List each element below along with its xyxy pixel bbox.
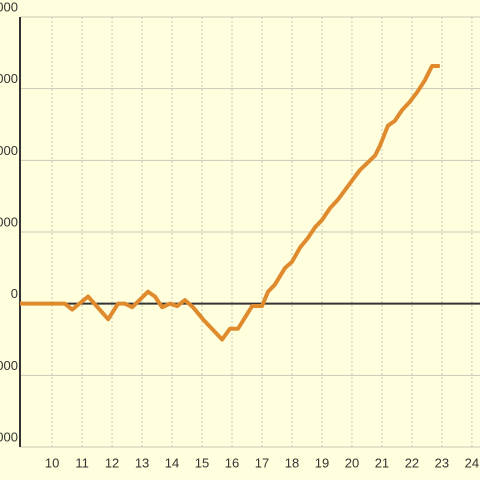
x-tick-label: 11 [75,455,89,470]
x-tick-label: 17 [255,455,269,470]
y-tick-label: 0 [11,286,18,301]
y-tick-label: -6,000 [0,429,18,444]
x-tick-label: 18 [285,455,299,470]
y-tick-label: 9,000 [0,71,18,86]
x-tick-label: 12 [105,455,119,470]
x-tick-label: 14 [165,455,179,470]
x-tick-label: 15 [195,455,209,470]
data-line [20,63,440,342]
x-tick-label: 19 [315,455,329,470]
x-tick-label: 21 [375,455,389,470]
x-tick-label: 16 [225,455,239,470]
y-tick-label: 6,000 [0,143,18,158]
x-tick-label: 23 [435,455,449,470]
y-tick-label: -3,000 [0,358,18,373]
x-tick-label: 22 [405,455,419,470]
x-tick-label: 24 [465,455,479,470]
x-tick-label: 20 [345,455,359,470]
x-tick-label: 10 [45,455,59,470]
y-tick-label: 3,000 [0,214,18,229]
x-tick-label: 13 [135,455,149,470]
y-tick-label: 12,000 [0,0,18,14]
